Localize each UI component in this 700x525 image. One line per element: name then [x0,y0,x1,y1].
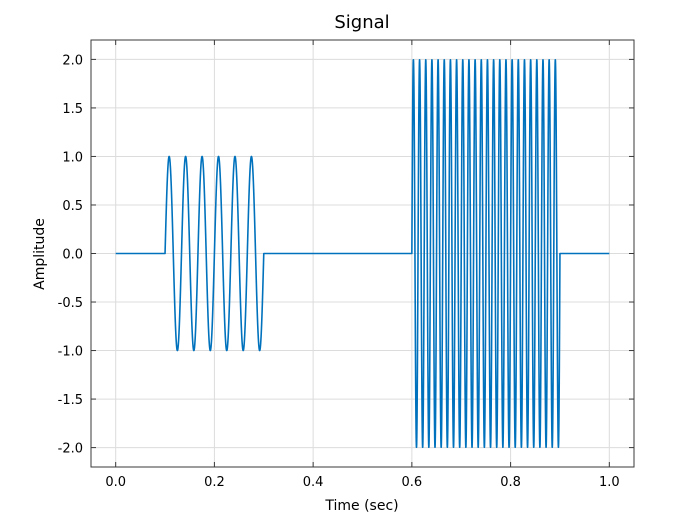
x-axis-label: Time (sec) [324,498,398,514]
series-group [115,58,610,449]
x-tick-label: 0.2 [204,475,225,490]
y-tick-label: 2.0 [62,53,83,68]
y-tick-label: 0.0 [62,248,83,263]
y-tick-label: -1.0 [58,345,83,360]
y-tick-label: -2.0 [58,442,83,457]
x-tick-label: 1.0 [599,475,620,490]
x-tick-label: 0.8 [500,475,521,490]
y-tick-label: 0.5 [62,199,83,214]
y-axis-ticks: 2.0 1.5 1.0 0.5 0.0 -0.5 -1.0 -1.5 -2.0 [58,53,634,457]
signal-series-line [115,58,610,449]
x-tick-label: 0.0 [105,475,126,490]
x-tick-label: 0.6 [402,475,423,490]
x-tick-label: 0.4 [303,475,324,490]
y-axis-label: Amplitude [32,218,48,290]
y-tick-label: 1.5 [62,102,83,117]
x-axis-ticks: 0.0 0.2 0.4 0.6 0.8 1.0 [105,40,620,490]
y-tick-label: 1.0 [62,150,83,165]
y-tick-label: -1.5 [58,393,83,408]
y-tick-label: -0.5 [58,296,83,311]
chart-title: Signal [334,12,389,33]
